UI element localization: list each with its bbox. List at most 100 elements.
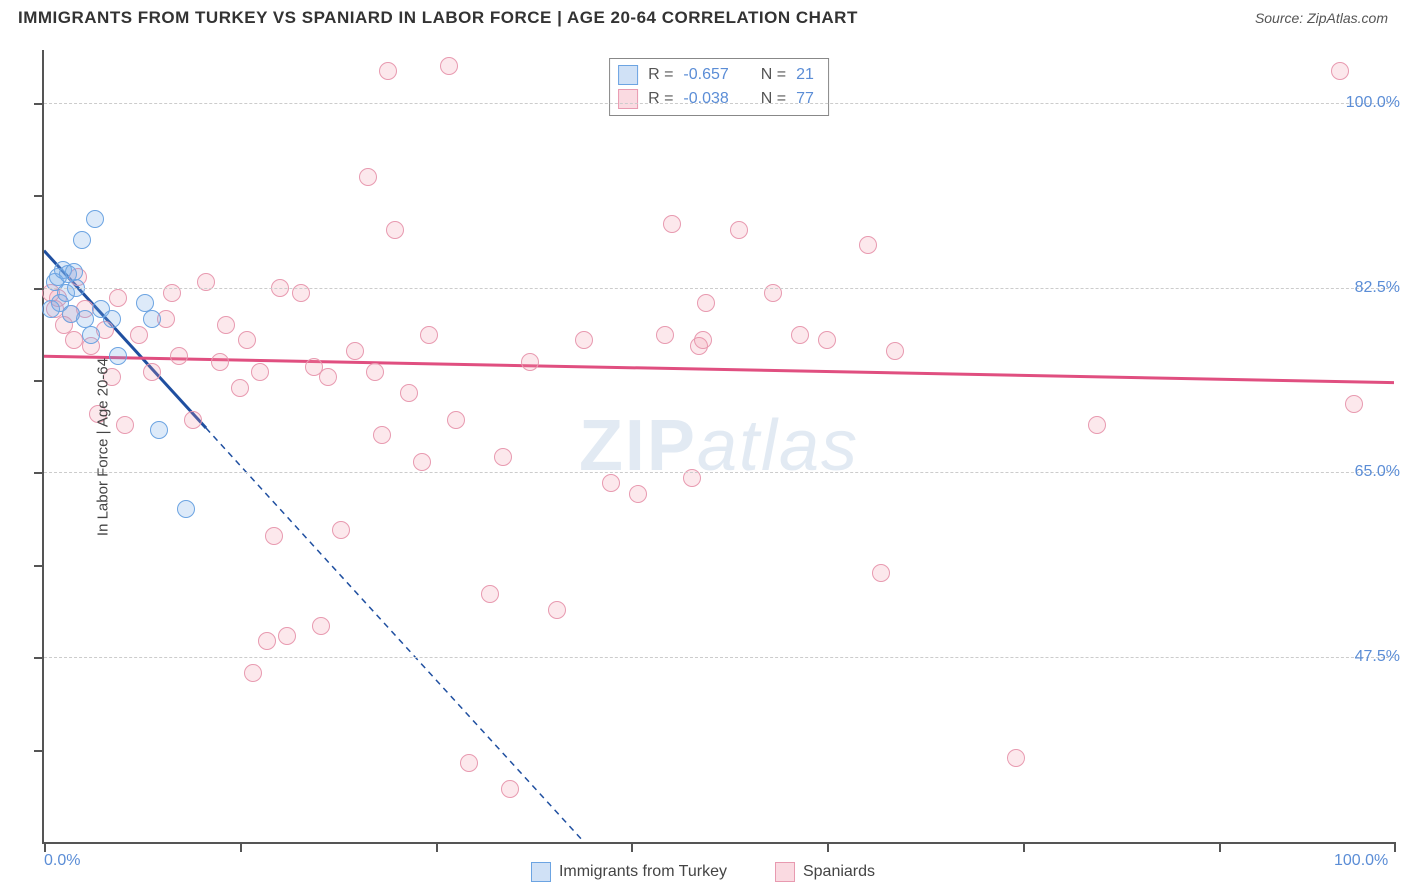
scatter-point: [818, 331, 836, 349]
trend-line: [44, 251, 206, 428]
y-tick-label: 100.0%: [1346, 94, 1400, 112]
chart-header: IMMIGRANTS FROM TURKEY VS SPANIARD IN LA…: [0, 0, 1406, 32]
scatter-point: [346, 342, 364, 360]
y-axis-label: In Labor Force | Age 20-64: [95, 358, 112, 536]
scatter-point: [177, 500, 195, 518]
scatter-point: [211, 353, 229, 371]
scatter-point: [886, 342, 904, 360]
scatter-point: [258, 632, 276, 650]
stat-n-value: 77: [796, 87, 814, 111]
stat-n-label: N =: [761, 87, 786, 111]
scatter-point: [150, 421, 168, 439]
legend-label: Spaniards: [803, 863, 875, 881]
scatter-point: [231, 379, 249, 397]
scatter-point: [481, 585, 499, 603]
scatter-point: [447, 411, 465, 429]
scatter-point: [494, 448, 512, 466]
y-tick: [34, 195, 44, 197]
y-tick-label: 82.5%: [1355, 279, 1400, 297]
stat-r-label: R =: [648, 87, 673, 111]
scatter-point: [62, 305, 80, 323]
scatter-point: [694, 331, 712, 349]
legend-item: Spaniards: [775, 862, 875, 882]
source-label: Source:: [1255, 10, 1303, 26]
scatter-point: [42, 300, 60, 318]
scatter-point: [197, 273, 215, 291]
scatter-point: [76, 300, 94, 318]
scatter-point: [400, 384, 418, 402]
scatter-point: [217, 316, 235, 334]
y-tick-label: 65.0%: [1355, 463, 1400, 481]
scatter-point: [42, 284, 60, 302]
scatter-point: [136, 294, 154, 312]
stat-r-label: R =: [648, 63, 673, 87]
scatter-point: [359, 168, 377, 186]
trend-line: [44, 356, 1394, 382]
watermark: ZIPatlas: [579, 405, 859, 487]
legend-swatch: [531, 862, 551, 882]
scatter-point: [683, 469, 701, 487]
scatter-point: [1331, 62, 1349, 80]
x-tick: [1219, 842, 1221, 852]
y-tick: [34, 380, 44, 382]
scatter-point: [59, 265, 77, 283]
scatter-point: [366, 363, 384, 381]
scatter-point: [548, 601, 566, 619]
stat-r-value: -0.038: [683, 87, 728, 111]
scatter-point: [332, 521, 350, 539]
x-tick: [1394, 842, 1396, 852]
y-tick: [34, 750, 44, 752]
stat-r-value: -0.657: [683, 63, 728, 87]
scatter-point: [244, 664, 262, 682]
y-tick: [34, 288, 44, 290]
scatter-point: [130, 326, 148, 344]
scatter-point: [373, 426, 391, 444]
scatter-point: [305, 358, 323, 376]
x-tick: [1023, 842, 1025, 852]
scatter-point: [54, 261, 72, 279]
scatter-point: [65, 263, 83, 281]
scatter-point: [82, 326, 100, 344]
scatter-point: [460, 754, 478, 772]
scatter-point: [1007, 749, 1025, 767]
scatter-point: [163, 284, 181, 302]
source-attribution: Source: ZipAtlas.com: [1255, 10, 1388, 26]
gridline: [44, 288, 1394, 289]
chart-container: ZIPatlas R =-0.657N =21R =-0.038N =77 47…: [42, 50, 1394, 844]
x-tick: [827, 842, 829, 852]
scatter-point: [238, 331, 256, 349]
scatter-point: [82, 337, 100, 355]
scatter-point: [312, 617, 330, 635]
scatter-point: [49, 268, 67, 286]
scatter-point: [292, 284, 310, 302]
scatter-point: [96, 321, 114, 339]
trend-line: [206, 428, 584, 842]
stat-n-label: N =: [761, 63, 786, 87]
scatter-point: [46, 300, 64, 318]
scatter-point: [92, 300, 110, 318]
scatter-point: [420, 326, 438, 344]
scatter-point: [73, 231, 91, 249]
scatter-point: [501, 780, 519, 798]
x-tick: [44, 842, 46, 852]
scatter-point: [170, 347, 188, 365]
scatter-point: [319, 368, 337, 386]
bottom-legend: Immigrants from TurkeySpaniards: [0, 862, 1406, 882]
y-tick: [34, 472, 44, 474]
scatter-point: [690, 337, 708, 355]
legend-swatch: [775, 862, 795, 882]
y-tick: [34, 103, 44, 105]
y-tick: [34, 565, 44, 567]
watermark-bold: ZIP: [579, 406, 697, 486]
stats-row: R = -0.038 N = 77: [618, 87, 814, 111]
scatter-point: [764, 284, 782, 302]
scatter-point: [575, 331, 593, 349]
gridline: [44, 103, 1394, 104]
scatter-point: [697, 294, 715, 312]
scatter-point: [109, 347, 127, 365]
gridline: [44, 657, 1394, 658]
scatter-point: [51, 294, 69, 312]
y-tick: [34, 657, 44, 659]
scatter-point: [791, 326, 809, 344]
correlation-stats-box: R =-0.657N =21R =-0.038N =77: [609, 58, 829, 116]
